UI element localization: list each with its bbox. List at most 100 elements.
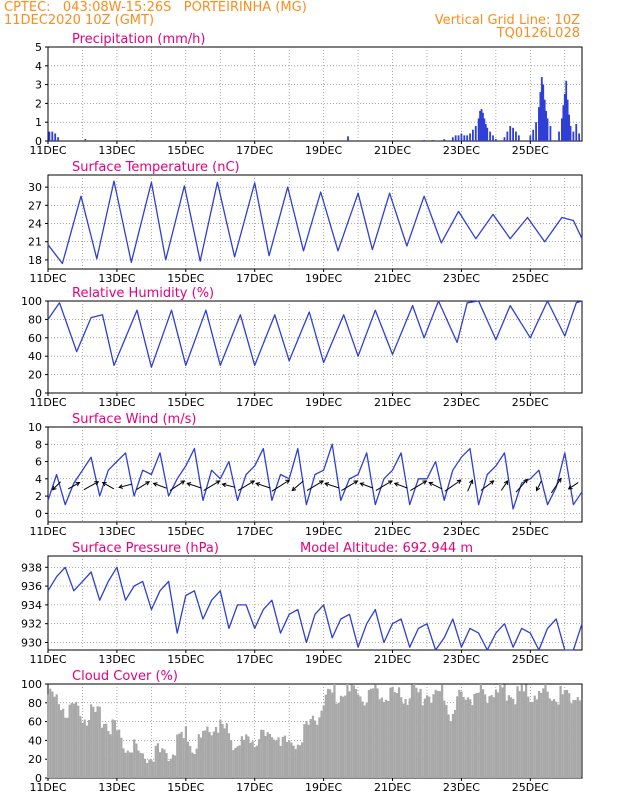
cloud-bar [367, 690, 371, 778]
cloud-bar [307, 724, 310, 778]
precip-x-tick-label: 21DEC [374, 144, 411, 157]
precip-y-tick-label: 5 [35, 41, 42, 54]
cloud-bar [553, 699, 556, 778]
pres-y-tick-label: 938 [21, 561, 42, 574]
wind-vector [203, 480, 221, 491]
cloud-bar [286, 741, 289, 778]
cloud-bar [568, 693, 571, 778]
cloud-bar [486, 703, 489, 778]
temp-y-tick-label: 21 [28, 236, 42, 249]
cloud-bar [527, 696, 530, 778]
precip-panel: 0 1 2 3 4 5 11DEC 13DEC 15DEC 17DEC 19DEC 21DEC 23DE… [29, 32, 583, 157]
cloud-bar [361, 701, 364, 778]
rh-x-tick-label: 13DEC [98, 396, 135, 409]
wind-vector [221, 482, 236, 488]
wind-vector-shaft [394, 482, 408, 489]
precip-bar [569, 125, 572, 141]
cloud-bar [570, 703, 573, 778]
temp-title: Surface Temperature (nC) [72, 160, 240, 175]
precip-bar [443, 139, 446, 141]
wind-y-tick-label: 4 [35, 473, 42, 486]
wind-x-tick-label: 23DEC [443, 525, 480, 538]
cloud-bar [481, 689, 485, 778]
wind-vector-head [186, 482, 192, 487]
cloud-bar [242, 739, 246, 778]
precip-bar [494, 139, 497, 141]
wind-frame [47, 426, 583, 523]
cloud-bar [348, 691, 351, 778]
precip-bar [431, 140, 434, 141]
cloud-bar [449, 721, 452, 778]
temp-x-tick-label: 13DEC [98, 272, 135, 285]
cloud-bar [346, 684, 349, 778]
cloud-bar [158, 752, 162, 778]
precip-bar [57, 137, 59, 141]
cloud-bar [557, 704, 560, 778]
cloud-bar [72, 703, 76, 778]
cloud-bar [301, 742, 304, 778]
cloud-bar [490, 694, 493, 778]
cloud-bar [529, 701, 532, 778]
cloud-bar [505, 700, 508, 778]
precip-bar [532, 129, 535, 141]
precip-bar [484, 124, 487, 141]
cloud-bar [148, 759, 151, 778]
cloud-y-tick-label: 60 [28, 716, 42, 729]
wind-x-tick-label: 25DEC [512, 525, 549, 538]
cloud-bar [96, 706, 99, 778]
precip-y-tick-label: 0 [35, 135, 42, 148]
cloud-panel: 0 20 40 60 80 100 11DEC 13DEC 15DEC 17DEC 19DEC 21D… [21, 669, 583, 794]
wind-vector-head [75, 482, 81, 487]
cloud-bar [100, 727, 104, 778]
cloud-bar [255, 745, 259, 778]
rh-frame [47, 300, 583, 394]
cloud-bar [458, 689, 461, 778]
precip-bar [517, 135, 520, 141]
wind-vector-shaft [410, 480, 427, 491]
wind-panel: 0 2 4 6 8 10 11DEC 13DEC 15DEC 17DEC 19DEC 21DEC 23D… [28, 412, 583, 538]
cloud-bar [240, 736, 243, 778]
cloud-bar [436, 690, 439, 778]
cloud-bar [376, 688, 379, 778]
cloud-bar [296, 744, 299, 778]
cloud-bar [90, 704, 93, 778]
cloud-bar [464, 699, 467, 778]
cloud-x-tick-label: 11DEC [29, 781, 66, 794]
rh-x-tick-label: 25DEC [512, 396, 549, 409]
cloud-bar [423, 698, 427, 778]
cloud-bar [303, 724, 306, 778]
wind-vector-shaft [153, 482, 167, 489]
cloud-bar [393, 692, 396, 778]
cloud-bar [199, 737, 203, 778]
cloud-bar [197, 734, 200, 778]
precip-x-tick-label: 15DEC [167, 144, 204, 157]
cloud-bar [178, 733, 181, 778]
run-datetime: 11DEC2020 10Z (GMT) [4, 13, 155, 28]
precip-x-tick-label: 13DEC [98, 144, 135, 157]
precip-bar [347, 136, 349, 141]
precip-y-tick-label: 3 [35, 79, 42, 92]
cloud-bar [305, 720, 308, 778]
cloud-bar [165, 753, 168, 778]
cloud-bar [130, 752, 134, 778]
temp-x-tick-label: 25DEC [512, 272, 549, 285]
cloud-bar [544, 684, 547, 778]
model-id: TQ0126L028 [496, 26, 580, 41]
cloud-bar [208, 732, 211, 778]
wind-vector-shaft [375, 480, 393, 491]
cloud-bar [77, 705, 80, 778]
precip-bar [563, 94, 566, 141]
cloud-x-tick-label: 19DEC [305, 781, 342, 794]
cloud-bar [133, 739, 136, 778]
wind-vector-head [180, 480, 186, 485]
wind-vector-head [285, 479, 291, 484]
wind-vector-head [318, 480, 324, 485]
cloud-bar [288, 740, 291, 778]
cloud-bar [193, 754, 196, 778]
chart-header: CPTEC: 043:08W-15:26S PORTEIRINHA (MG) 1… [0, 0, 618, 41]
cloud-bar [492, 697, 495, 778]
cloud-bar [378, 699, 381, 778]
precip-bar [54, 133, 57, 141]
cloud-bar [292, 745, 295, 778]
